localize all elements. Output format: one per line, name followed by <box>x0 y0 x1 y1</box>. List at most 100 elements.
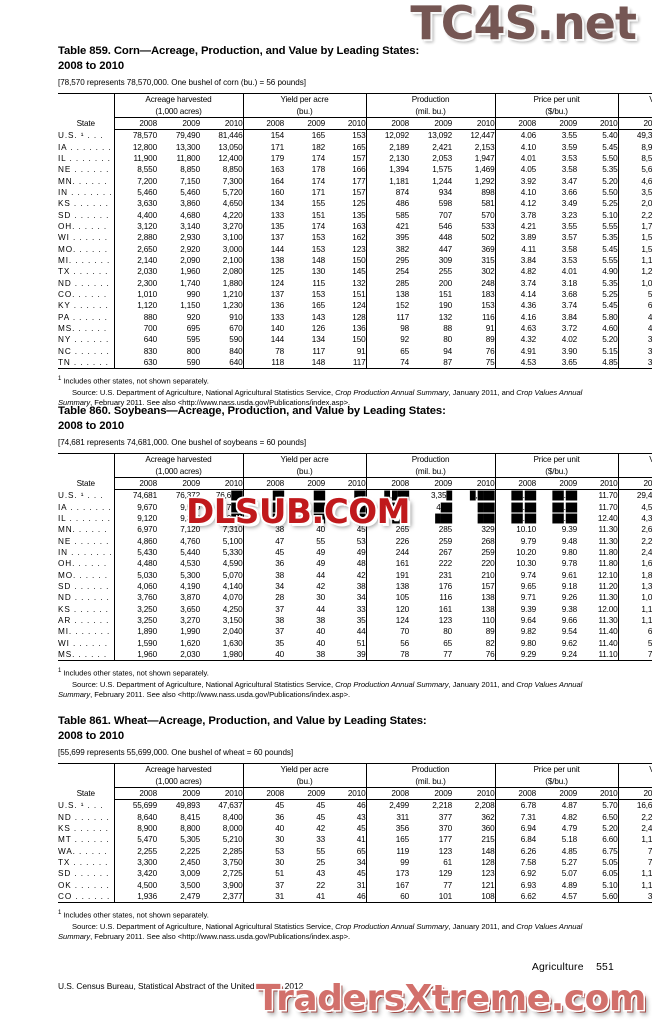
cell-price: 5.40 <box>602 131 618 141</box>
column-header-year: 2010 <box>577 117 619 131</box>
cell-value: 2,471 <box>617 822 652 835</box>
group-header-line2: (bu.) <box>296 776 313 786</box>
cell-price: 4.11 <box>494 243 536 255</box>
cell-yield: 40 <box>242 649 284 661</box>
cell-yield: 138 <box>242 255 284 267</box>
cell-production: 546 <box>438 221 453 231</box>
cell-price: 5.35 <box>602 233 618 243</box>
cell-yield: 155 <box>311 199 326 209</box>
cell-yield: 28 <box>242 592 284 604</box>
cell-production: 148 <box>481 846 495 856</box>
cell-acreage: 1,990 <box>180 627 200 637</box>
cell-yield: ██ <box>242 501 284 513</box>
cell-acreage: 800 <box>186 346 200 356</box>
cell-yield: 30 <box>242 834 284 846</box>
cell-production: 362 <box>481 812 495 822</box>
cell-price: 3.57 <box>561 233 578 243</box>
cell-production: 161 <box>438 604 453 614</box>
cell-production: 56 <box>365 637 409 650</box>
column-group-header: Yield per acre (bu.) <box>242 93 367 118</box>
column-header-year: 2010 <box>452 787 496 801</box>
table-footnote: 1 Includes other states, not shown separ… <box>58 908 614 921</box>
cell-yield: 134 <box>311 335 326 345</box>
cell-production: 2,218 <box>432 801 453 811</box>
cell-price: 11.20 <box>598 581 618 591</box>
column-group-header: Price per unit ($/bu.) <box>494 453 619 478</box>
cell-production: 259 <box>481 547 495 557</box>
cell-price: 12.00 <box>597 604 618 614</box>
column-header-year: 2010 <box>325 477 367 491</box>
table-row: WA. . . . . . 2,255 2,225 2,285 53 55 65 119 123… <box>58 845 652 857</box>
cell-price: 12.10 <box>597 570 618 580</box>
cell-price: 6.62 <box>494 890 536 903</box>
footnote-text: Includes other states, not shown separat… <box>63 376 209 386</box>
cell-yield: 135 <box>242 220 284 233</box>
table-row: TN . . . . . . 630 590 640 118 148 117 74 87 75 4.… <box>58 357 652 369</box>
cell-yield: 38 <box>242 615 284 627</box>
cell-price: 5.50 <box>602 153 618 163</box>
cell-yield: 136 <box>242 300 284 312</box>
cell-acreage: 3,120 <box>113 220 157 233</box>
row-state-label: MS. . . . . . <box>58 650 108 660</box>
cell-yield: 148 <box>311 358 326 368</box>
source-middle: , January 2011, and <box>448 680 517 690</box>
cell-yield: 35 <box>242 637 284 650</box>
cell-acreage: 2,300 <box>113 277 157 290</box>
cell-price: 10.30 <box>494 558 536 570</box>
group-header-line2: (1,000 acres) <box>155 776 202 786</box>
cell-acreage: 4,650 <box>222 199 243 209</box>
cell-price: 9.24 <box>561 650 578 660</box>
row-state-label: ND . . . . . . <box>58 278 110 288</box>
cell-price: 4.12 <box>494 198 536 210</box>
group-header-line1: Production <box>411 765 450 775</box>
cell-acreage: 8,850 <box>222 165 243 175</box>
cell-production: 4██ <box>436 502 453 512</box>
cell-price: 4.90 <box>602 267 618 277</box>
cell-value: 728 <box>617 649 652 661</box>
group-header-line2: ($/bu.) <box>545 776 568 786</box>
cell-production: 123 <box>481 869 495 879</box>
cell-value: 573 <box>617 289 652 301</box>
cell-production: 585 <box>365 209 409 221</box>
cell-acreage: 49,893 <box>175 801 200 811</box>
cell-yield: 46 <box>356 801 366 811</box>
cell-acreage: 9,0██ <box>220 513 243 523</box>
cell-acreage: 3,650 <box>180 604 200 614</box>
cell-acreage: 1,960 <box>113 649 157 661</box>
cell-production: 200 <box>438 278 453 288</box>
cell-yield: 179 <box>242 152 284 165</box>
cell-price: 5.80 <box>602 312 618 322</box>
cell-value: 1,661 <box>617 558 652 570</box>
cell-yield: 78 <box>242 345 284 358</box>
cell-production: 2,421 <box>432 142 453 152</box>
cell-price: 3.53 <box>561 153 578 163</box>
cell-production: 78 <box>365 649 409 661</box>
cell-price: 6.26 <box>494 845 536 857</box>
table-row: MT . . . . . . 5,470 5,305 5,210 30 33 41 165 17… <box>58 834 652 846</box>
cell-acreage: 3,270 <box>180 616 200 625</box>
cell-price: 4.82 <box>494 266 536 278</box>
cell-production: 60 <box>365 890 409 903</box>
cell-price: 5.25 <box>602 290 618 300</box>
table-headnote: [78,570 represents 78,570,000. One bushe… <box>58 78 306 88</box>
row-state-label: KS . . . . . . <box>58 604 109 614</box>
cell-value: 2,297 <box>617 811 652 823</box>
cell-production: 1,292 <box>474 176 495 186</box>
table-title: Table 859. Corn—Acreage, Production, and… <box>58 44 614 73</box>
cell-production: 191 <box>365 569 409 581</box>
column-header-year: 2009 <box>409 117 452 131</box>
row-state-label: U.S. ¹ . . . <box>58 801 104 811</box>
cell-production: 1,244 <box>432 176 453 186</box>
cell-value: 2,212 <box>617 535 652 547</box>
cell-value: 398 <box>617 334 652 346</box>
table-row: MN. . . . . . 6,970 7,120 7,310 38 40 45 265 285… <box>58 524 652 536</box>
group-header-line1: Acreage harvested <box>145 455 212 465</box>
cell-production: 121 <box>481 880 495 890</box>
column-header-year: 2009 <box>536 787 577 801</box>
cell-yield: 154 <box>242 129 284 142</box>
table-footnote: 1 Includes other states, not shown separ… <box>58 666 614 679</box>
cell-acreage: 4,250 <box>222 604 243 614</box>
cell-production: 88 <box>443 324 453 334</box>
cell-acreage: 6,970 <box>113 524 157 536</box>
cell-price: 5.10 <box>602 880 618 890</box>
